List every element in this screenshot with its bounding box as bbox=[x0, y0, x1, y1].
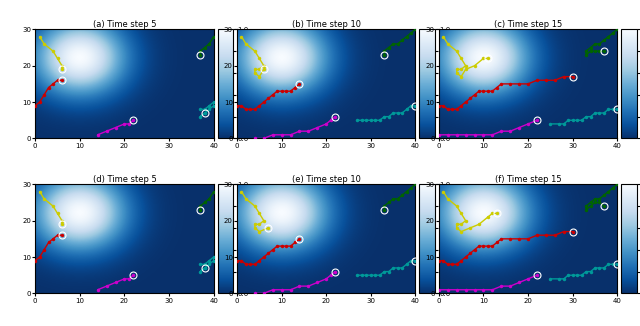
Title: (a) Time step 5: (a) Time step 5 bbox=[93, 20, 156, 29]
Title: (e) Time step 10: (e) Time step 10 bbox=[292, 174, 361, 184]
Title: (b) Time step 10: (b) Time step 10 bbox=[292, 20, 361, 29]
Title: (d) Time step 5: (d) Time step 5 bbox=[93, 174, 156, 184]
Title: (c) Time step 15: (c) Time step 15 bbox=[494, 20, 562, 29]
Title: (f) Time step 15: (f) Time step 15 bbox=[495, 174, 561, 184]
